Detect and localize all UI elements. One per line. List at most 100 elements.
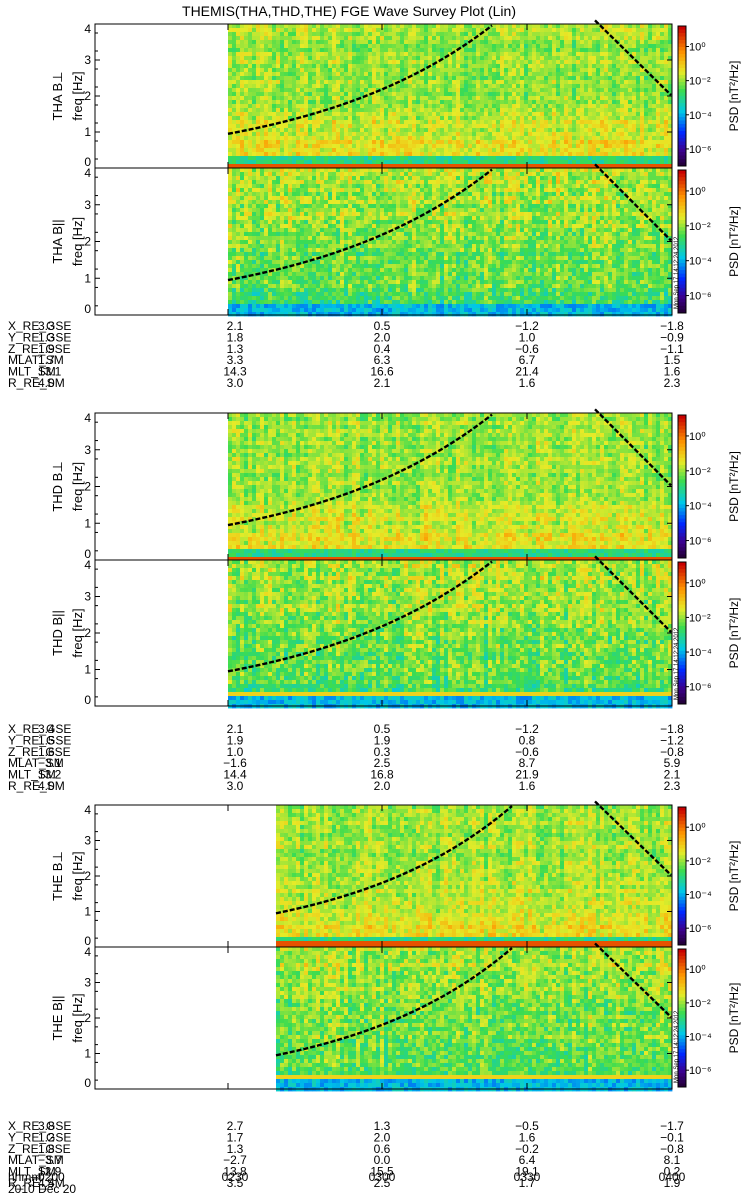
ephemeris-value: 0.5 xyxy=(374,319,391,333)
y-tick-label: 2 xyxy=(84,235,91,249)
time-axis-row-label: hhmm xyxy=(8,1170,41,1184)
ephemeris-value: 2.1 xyxy=(227,319,244,333)
ephemeris-row-name: MLT_SM xyxy=(8,365,56,379)
spectrogram-panel-tha-par: 0 1 2 3 4 THA B|| freq [Hz] 10⁰ 10⁻² 10⁻⁴ 10⁻⁶ PSD … xyxy=(50,163,741,317)
ephemeris-value: 1.2 xyxy=(38,1130,55,1144)
plot-title: THEMIS(THA,THD,THE) FGE Wave Survey Plot… xyxy=(182,3,516,19)
ephemeris-value: 1.3 xyxy=(374,1119,391,1133)
gyrofrequency-curve-2 xyxy=(594,408,672,487)
ephemeris-row-name: R_RE_SM xyxy=(8,779,65,793)
ephemeris-value: 1.7 xyxy=(519,1176,536,1190)
colorbar-tick-label: 10⁰ xyxy=(689,578,706,590)
freq-axis-label: freq [Hz] xyxy=(70,462,85,511)
y-tick-label: 2 xyxy=(84,869,91,883)
spectrogram-cells xyxy=(276,947,673,1092)
time-tick-label: 0330 xyxy=(514,1170,541,1184)
creation-stamp: Mon Sep 17 14:12:24 2012 xyxy=(674,627,680,700)
ephemeris-value: 6.4 xyxy=(519,1153,536,1167)
colorbar-tick-label: 10⁻⁶ xyxy=(689,682,712,694)
creation-stamp: Mon Sep 17 14:12:24 2012 xyxy=(674,236,680,309)
ephemeris-value: 1.0 xyxy=(519,330,536,344)
ephemeris-row-name: Z_RE_GSE xyxy=(8,745,71,759)
ephemeris-value: 12.9 xyxy=(38,1165,62,1179)
ephemeris-value: 1.5 xyxy=(38,733,55,747)
y-tick-label: 4 xyxy=(84,945,91,959)
date-label: 2010 Dec 20 xyxy=(8,1182,76,1196)
colorbar-tick-label: 10⁻⁴ xyxy=(689,647,712,659)
freq-axis-label: freq [Hz] xyxy=(70,608,85,657)
y-tick-label: 3 xyxy=(84,590,91,604)
y-tick-label: 0 xyxy=(84,934,91,948)
colorbar-tick-label: 10⁻⁶ xyxy=(689,536,712,548)
ephemeris-value: 1.3 xyxy=(227,1142,244,1156)
spectrogram-panel-the-perp: 0 1 2 3 4 THE B⊥ freq [Hz] 10⁰ 10⁻² 10⁻⁴ 10⁻⁶ PSD [… xyxy=(50,800,741,950)
ephemeris-value: 1.0 xyxy=(227,745,244,759)
colorbar-tick-label: 10⁰ xyxy=(689,964,706,976)
y-tick-label: 3 xyxy=(84,976,91,990)
ephemeris-row-name: MLAT_SM xyxy=(8,1153,64,1167)
spectrogram-panel-thd-par: 0 1 2 3 4 THD B|| freq [Hz] 10⁰ 10⁻² 10⁻⁴ 10⁻⁶ PSD … xyxy=(50,555,741,709)
ephemeris-value: −0.9 xyxy=(660,330,684,344)
ephemeris-row-name: MLT_SM xyxy=(8,1165,56,1179)
gyrofrequency-curve-2 xyxy=(594,942,672,1018)
ephemeris-value: −3.1 xyxy=(38,756,62,770)
freq-axis-label: freq [Hz] xyxy=(70,71,85,120)
ephemeris-value: 4.0 xyxy=(38,779,55,793)
ephemeris-value: 14.3 xyxy=(223,365,247,379)
colorbar-tick-label: 10⁻⁴ xyxy=(689,501,712,513)
ephemeris-value: 1.5 xyxy=(664,353,681,367)
ephemeris-value: 2.1 xyxy=(227,722,244,736)
colorbar-tick-label: 10⁻² xyxy=(689,221,711,233)
ephemeris-value: 2.0 xyxy=(374,1130,391,1144)
colorbar-tick-label: 10⁰ xyxy=(689,41,706,53)
ephemeris-value: −0.6 xyxy=(515,745,539,759)
ephemeris-value: 21.4 xyxy=(515,365,539,379)
y-tick-label: 3 xyxy=(84,834,91,848)
y-tick-label: 1 xyxy=(84,1047,91,1061)
ephemeris-row-name: R_RE_SM xyxy=(8,376,65,390)
ephemeris-value: −0.2 xyxy=(515,1142,539,1156)
ephemeris-value: 2.7 xyxy=(227,1119,244,1133)
ephemeris-value: −1.2 xyxy=(515,722,539,736)
colorbar-tick-label: 10⁻⁴ xyxy=(689,1032,712,1044)
ephemeris-value: 2.1 xyxy=(664,768,681,782)
colorbar-tick-label: 10⁻⁶ xyxy=(689,144,712,156)
gyrofrequency-curve xyxy=(275,947,513,1057)
ephemeris-value: 1.8 xyxy=(38,1142,55,1156)
gyrofrequency-curve-2 xyxy=(594,163,672,242)
ephemeris-value: 16.8 xyxy=(370,768,394,782)
ephemeris-value: 0.8 xyxy=(519,733,536,747)
ephemeris-row-name: Y_RE_GSE xyxy=(8,330,71,344)
spectrogram-panel-thd-perp: 0 1 2 3 4 THD B⊥ freq [Hz] 10⁰ 10⁻² 10⁻⁴ 10⁻⁶ PSD [… xyxy=(50,408,741,562)
ephemeris-value: 3.5 xyxy=(227,1176,244,1190)
colorbar-label: PSD [nT²/Hz] xyxy=(727,598,741,669)
spectrogram-cells xyxy=(228,560,673,709)
ephemeris-row-name: X_RE_GSE xyxy=(8,1119,71,1133)
y-tick-label: 3 xyxy=(84,198,91,212)
ephemeris-value: 13.2 xyxy=(38,768,62,782)
colorbar-tick-label: 10⁻² xyxy=(689,466,711,478)
gyrofrequency-curve xyxy=(227,413,493,527)
ephemeris-value: 0.6 xyxy=(374,1142,391,1156)
ephemeris-value: 3.3 xyxy=(227,353,244,367)
probe-component-label: THE B|| xyxy=(50,995,65,1040)
ephemeris-value: 8.1 xyxy=(664,1153,681,1167)
time-tick-label: 0230 xyxy=(222,1170,249,1184)
ephemeris-row-name: X_RE_GSE xyxy=(8,319,71,333)
y-tick-label: 4 xyxy=(84,22,91,36)
colorbar-tick-label: 10⁻² xyxy=(689,856,711,868)
ephemeris-value: 13.1 xyxy=(38,365,62,379)
time-tick-label: 0200 xyxy=(38,1170,65,1184)
colorbar-tick-label: 10⁻² xyxy=(689,612,711,624)
ephemeris-value: 2.0 xyxy=(374,330,391,344)
time-tick-label: 0400 xyxy=(659,1170,686,1184)
probe-component-label: THA B⊥ xyxy=(50,72,65,121)
gyrofrequency-curve xyxy=(227,560,493,673)
colorbar: 10⁰ 10⁻² 10⁻⁴ 10⁻⁶ PSD [nT²/Hz] xyxy=(677,561,741,705)
y-tick-label: 1 xyxy=(84,125,91,139)
y-tick-label: 1 xyxy=(84,663,91,677)
time-tick-label: 0300 xyxy=(369,1170,396,1184)
colorbar-tick-label: 10⁻⁴ xyxy=(689,256,712,268)
ephemeris-value: 8.7 xyxy=(519,756,536,770)
